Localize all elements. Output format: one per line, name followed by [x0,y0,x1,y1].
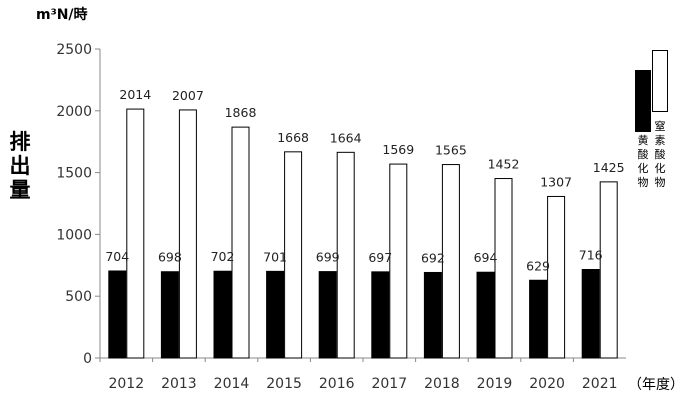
bar-nox-2020 [547,195,566,359]
data-label-sox-2021: 716 [579,248,603,263]
data-label-sox-2015: 701 [263,249,287,264]
bar-sox-2019 [476,271,495,359]
x-tick-label: 2014 [214,376,250,392]
data-label-nox-2019: 1452 [488,157,520,172]
bar-sox-2014 [213,270,232,359]
data-label-nox-2016: 1664 [330,130,362,145]
x-tick-label: 2013 [161,376,197,392]
x-tick-label: 2020 [529,376,565,392]
bar-nox-2021 [599,181,618,359]
bar-nox-2015 [284,151,303,359]
bar-sox-2018 [423,271,442,359]
y-axis-label: 排出量 [9,130,31,202]
bar-nox-2017 [389,163,408,359]
bar-nox-2012 [126,108,145,359]
y-tick-label: 2000 [56,104,92,120]
bar-nox-2013 [178,109,197,359]
data-label-nox-2014: 1868 [225,105,257,120]
x-tick-label: 2019 [477,376,513,392]
x-tick-label: 2015 [266,376,302,392]
legend-label-nox: 窒素酸化物 [654,120,666,189]
data-label-sox-2017: 697 [368,250,392,265]
data-label-nox-2020: 1307 [540,174,572,189]
bar-sox-2016 [318,271,337,359]
bar-sox-2013 [160,271,179,359]
bar-sox-2017 [371,271,390,359]
data-label-sox-2019: 694 [474,250,498,265]
data-label-nox-2018: 1565 [435,143,467,158]
bar-sox-2021 [581,269,600,359]
legend-swatch-nox [652,50,668,112]
data-label-sox-2018: 692 [421,250,445,265]
data-labels: 704 2014 698 2007 702 1868 701 1668 699 1664 697 15… [105,87,624,273]
y-tick-label: 1500 [56,166,92,182]
data-label-nox-2013: 2007 [172,88,204,103]
data-label-sox-2013: 698 [158,250,182,265]
data-label-nox-2017: 1569 [382,142,414,157]
data-label-nox-2015: 1668 [277,130,309,145]
x-axis-unit-label: （年度） [628,377,682,393]
bar-sox-2020 [529,279,548,359]
y-tick-label: 2500 [56,42,92,58]
y-tick-label: 1000 [56,227,92,243]
x-tick-label: 2017 [371,376,407,392]
bar-nox-2019 [494,178,513,359]
data-label-sox-2014: 702 [211,249,235,264]
y-tick-label: 0 [83,351,92,367]
x-tick-label: 2012 [108,376,144,392]
legend: 硫黄酸化物 窒素酸化物 [634,48,674,218]
data-label-nox-2012: 2014 [119,87,151,102]
data-label-nox-2021: 1425 [593,160,625,175]
x-tick-label: 2016 [319,376,355,392]
x-tick-label: 2021 [582,376,618,392]
data-label-sox-2020: 629 [526,258,550,273]
bar-sox-2012 [108,270,127,359]
bar-sox-2015 [266,270,285,359]
bar-nox-2016 [336,151,355,359]
x-tick-label: 2018 [424,376,460,392]
legend-swatch-sox [635,70,651,132]
bar-nox-2018 [441,164,460,359]
axes: 0 500 1000 1500 2000 2500 2012 2013 2014 2015 2016… [56,42,626,392]
unit-label: m³N/時 [36,7,88,23]
data-label-sox-2016: 699 [316,250,340,265]
data-label-sox-2012: 704 [105,249,129,264]
bar-nox-2014 [231,126,250,359]
y-tick-label: 500 [65,289,92,305]
legend-label-sox: 硫黄酸化物 [637,120,649,189]
bars [108,108,618,359]
